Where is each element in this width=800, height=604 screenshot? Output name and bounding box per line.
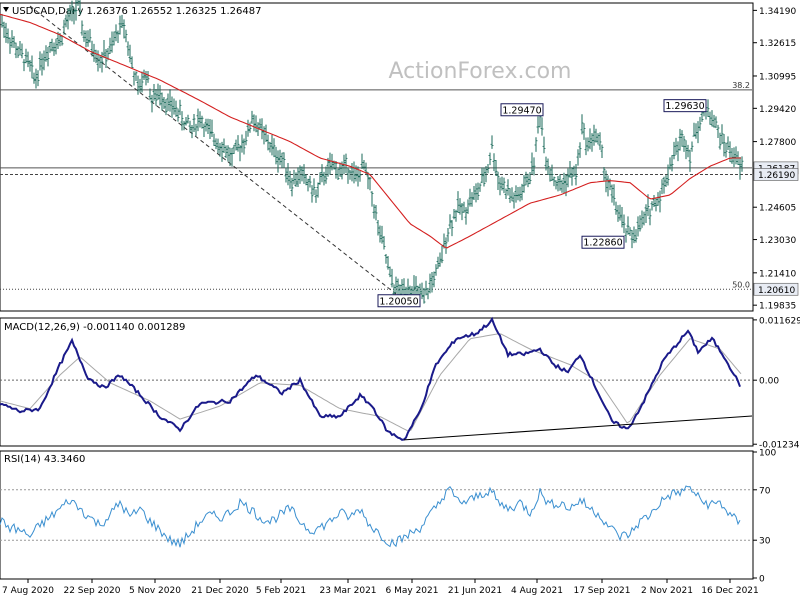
- price-y-tick-label: 1.24605: [759, 204, 796, 214]
- price-title-text: USDCAD,Daily 1.26376 1.26552 1.26325 1.2…: [12, 6, 262, 17]
- macd-signal-line: [0, 333, 742, 432]
- x-tick-label: 5 Nov 2020: [129, 586, 181, 596]
- price-y-tick-label: 1.27800: [759, 138, 796, 148]
- rsi-y-tick-label: 30: [759, 537, 771, 547]
- fib-level-label: 38.2: [732, 81, 750, 90]
- rsi-panel: [0, 450, 754, 580]
- price-y-tick-label: 1.19835: [759, 302, 796, 312]
- rsi-y-tick-label: 70: [759, 486, 771, 496]
- watermark: ActionForex.com: [389, 59, 572, 84]
- price-y-tick-label: 1.32615: [759, 39, 796, 49]
- x-tick-label: 2 Nov 2021: [641, 586, 693, 596]
- x-tick-label: 16 Dec 2021: [701, 586, 759, 596]
- price-y-tick-label: 1.23030: [759, 236, 796, 246]
- price-title[interactable]: USDCAD,Daily 1.26376 1.26552 1.26325 1.2…: [3, 6, 262, 17]
- price-annotation-box: [500, 103, 544, 117]
- price-y-tick-label: 1.21410: [759, 269, 796, 279]
- price-annotation-box: [377, 294, 421, 308]
- macd-y-tick-label: 0.00: [759, 377, 779, 387]
- x-tick-label: 22 Sep 2020: [63, 586, 120, 596]
- x-tick-label: 21 Jun 2021: [448, 586, 502, 596]
- price-layer: 38.2 50.0 1.29470 1.22860 1.29630 1.20050: [0, 0, 752, 308]
- price-y-tick-label: 1.34190: [759, 7, 796, 17]
- price-annotation-label: 1.29630: [665, 101, 704, 112]
- rsi-line: [0, 485, 741, 548]
- price-annotation-label: 1.22860: [583, 238, 622, 249]
- rsi-layer: [0, 485, 752, 548]
- x-tick-label: 5 Feb 2021: [256, 586, 306, 596]
- x-tick-label: 7 Aug 2020: [2, 586, 54, 596]
- x-tick-label: 4 Aug 2021: [511, 586, 563, 596]
- price-tag-box: [753, 282, 799, 296]
- dropdown-triangle-icon[interactable]: [3, 7, 9, 12]
- price-annotation-label: 1.20050: [379, 296, 418, 307]
- x-tick-label: 23 Mar 2021: [319, 586, 376, 596]
- price-y-tick-label: 1.30995: [759, 72, 796, 82]
- price-annotation-box: [663, 99, 707, 113]
- moving-average-line: [0, 13, 741, 249]
- rsi-y-tick-label: 0: [759, 575, 765, 585]
- fib-level-label: 50.0: [732, 280, 750, 289]
- price-tag-label: 1.26190: [758, 171, 795, 181]
- macd-y-tick-label: -0.012348: [759, 441, 800, 451]
- x-tick-label: 17 Sep 2021: [573, 586, 630, 596]
- x-tick-label: 6 May 2021: [386, 586, 439, 596]
- price-tag-label: 1.20610: [758, 286, 795, 296]
- macd-trend-line: [403, 415, 753, 441]
- macd-y-tick-label: 0.011629: [759, 316, 800, 326]
- price-annotation-box: [581, 235, 625, 249]
- rsi-y-tick-label: 100: [759, 449, 776, 459]
- rsi-title: RSI(14) 43.3460: [4, 454, 85, 465]
- macd-line: [0, 316, 741, 441]
- price-panel: [0, 2, 754, 312]
- macd-layer: [0, 316, 753, 441]
- macd-title: MACD(12,26,9) -0.001140 0.001289: [4, 322, 185, 333]
- x-tick-label: 21 Dec 2020: [191, 586, 249, 596]
- macd-panel: [0, 317, 754, 447]
- price-tag-box: [753, 168, 799, 181]
- axis-layer: 1.34190 1.32615 1.30995 1.29420 1.27800 1.246…: [2, 7, 800, 596]
- price-annotation-label: 1.29470: [502, 105, 541, 116]
- price-y-tick-label: 1.29420: [759, 105, 796, 115]
